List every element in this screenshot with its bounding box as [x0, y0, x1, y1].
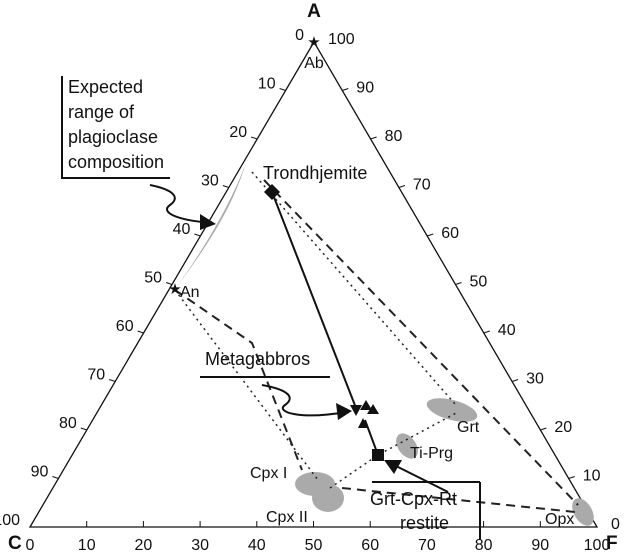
- tick-label: 90: [356, 80, 374, 97]
- tick-label: 90: [31, 464, 49, 481]
- tie-line: [174, 289, 319, 481]
- metagabbro-point: [360, 400, 372, 410]
- metagabbro-point: [367, 404, 379, 414]
- tick-label: 100: [0, 512, 20, 529]
- callout-text: Metagabbros: [205, 349, 310, 369]
- tick-label: 30: [191, 537, 209, 554]
- tick-label: 20: [135, 537, 153, 554]
- callout-text: Grt-Cpx-Rt: [370, 489, 457, 509]
- trondhjemite-label: Trondhjemite: [263, 163, 367, 183]
- tick-label: 90: [531, 537, 549, 554]
- tick-label: 20: [554, 419, 572, 436]
- tick-label: 20: [229, 124, 247, 141]
- arrowhead: [200, 214, 216, 230]
- tick-label: 70: [418, 537, 436, 554]
- tick-mark: [222, 185, 229, 188]
- tick-mark: [251, 136, 258, 140]
- vertex-label: C: [8, 533, 22, 554]
- arrowhead: [384, 460, 402, 474]
- tick-mark: [279, 88, 286, 91]
- opx-label: Opx: [545, 511, 574, 528]
- tick-mark: [398, 185, 406, 188]
- callout-bracket: [61, 76, 170, 179]
- tick-label: 10: [258, 76, 276, 93]
- ticks: 0102030405060708090100100908070605040302…: [0, 27, 620, 554]
- tick-label: 30: [526, 371, 544, 388]
- tick-label: 40: [498, 322, 516, 339]
- cpx-2-field: [312, 484, 344, 512]
- tick-mark: [483, 330, 490, 334]
- tick-label: 70: [413, 177, 431, 194]
- tick-label: 10: [583, 468, 601, 485]
- tick-label: 60: [361, 537, 379, 554]
- metagabbro-point: [350, 405, 362, 416]
- tick-label: 80: [59, 415, 77, 432]
- star: ★: [307, 34, 320, 51]
- tick-mark: [194, 233, 201, 237]
- callout-text: plagioclase: [68, 127, 158, 147]
- tie-line: [263, 179, 579, 506]
- tick-mark: [52, 476, 59, 479]
- metagabbro-point: [358, 418, 368, 428]
- tick-label: 30: [201, 173, 219, 190]
- tie-line: [329, 411, 459, 489]
- tick-label: 0: [295, 27, 304, 44]
- tick-mark: [137, 330, 144, 334]
- tick-label: 60: [116, 318, 134, 335]
- trondhjemite-point: [264, 184, 280, 200]
- tick-mark: [109, 379, 116, 382]
- tick-mark: [427, 233, 434, 237]
- star: ★: [168, 281, 181, 298]
- ti-prg-label: Ti-Prg: [410, 445, 453, 462]
- cpx-1-label: Cpx I: [250, 465, 287, 482]
- callout-arrow: [391, 463, 449, 493]
- tick-label: 100: [584, 537, 611, 554]
- tick-label: 0: [26, 537, 35, 554]
- grt-label: Grt: [457, 419, 480, 436]
- tick-mark: [165, 282, 173, 285]
- ti-prg-field: [396, 433, 418, 459]
- tick-mark: [80, 427, 87, 431]
- tick-mark: [540, 427, 547, 431]
- cpx-2-label: Cpx II: [266, 509, 308, 526]
- tick-label: 50: [470, 274, 488, 291]
- tick-mark: [455, 282, 462, 285]
- tick-label: 50: [305, 537, 323, 554]
- melt-path: [271, 191, 357, 409]
- tick-mark: [511, 379, 519, 382]
- tick-label: 80: [475, 537, 493, 554]
- tick-label: 80: [385, 128, 403, 145]
- tick-label: 0: [611, 516, 620, 533]
- callout-text: restite: [400, 513, 449, 533]
- tick-label: 40: [173, 221, 191, 238]
- callout-text: Expected: [68, 77, 143, 97]
- tick-label: 10: [78, 537, 96, 554]
- restite-point: [372, 449, 384, 461]
- arrowhead: [336, 403, 352, 420]
- callout-text: range of: [68, 102, 135, 122]
- tie-line: [251, 171, 456, 405]
- tie-line: [174, 289, 303, 471]
- tick-label: 70: [87, 367, 105, 384]
- tick-mark: [568, 476, 575, 479]
- tick-label: 60: [441, 225, 459, 242]
- callout-arrow: [149, 184, 213, 224]
- tick-label: 50: [144, 270, 162, 287]
- ab-label: Ab: [304, 55, 324, 72]
- vertex-label: F: [606, 533, 618, 554]
- tick-mark: [370, 136, 377, 140]
- tick-label: 100: [328, 31, 355, 48]
- callout-arrow: [261, 384, 347, 417]
- tick-mark: [342, 88, 349, 91]
- callout-text: composition: [68, 152, 164, 172]
- tie-line: [341, 487, 576, 513]
- vertex-label: A: [307, 1, 321, 22]
- an-label: An: [180, 284, 200, 301]
- tick-label: 40: [248, 537, 266, 554]
- grt-field: [426, 398, 478, 422]
